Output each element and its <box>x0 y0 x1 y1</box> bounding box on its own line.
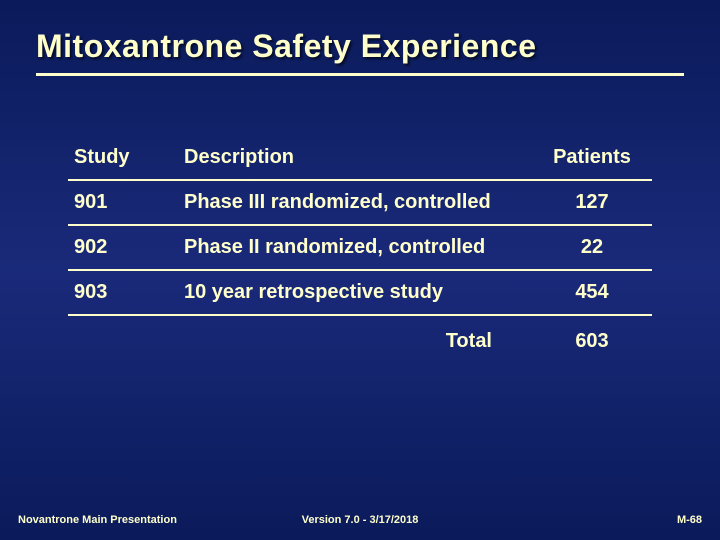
total-label: Total <box>178 315 532 363</box>
table-header-row: Study Description Patients <box>68 136 652 180</box>
cell-study: 903 <box>68 270 178 315</box>
cell-patients: 454 <box>532 270 652 315</box>
cell-description: 10 year retrospective study <box>178 270 532 315</box>
cell-description: Phase II randomized, controlled <box>178 225 532 270</box>
table-row: 902 Phase II randomized, controlled 22 <box>68 225 652 270</box>
cell-patients: 127 <box>532 180 652 225</box>
total-spacer <box>68 315 178 363</box>
total-value: 603 <box>532 315 652 363</box>
cell-study: 901 <box>68 180 178 225</box>
header-description: Description <box>178 136 532 180</box>
footer-right: M-68 <box>677 514 702 526</box>
footer-left: Novantrone Main Presentation <box>18 514 177 526</box>
study-table-wrap: Study Description Patients 901 Phase III… <box>68 136 652 363</box>
cell-patients: 22 <box>532 225 652 270</box>
table-row: 903 10 year retrospective study 454 <box>68 270 652 315</box>
cell-study: 902 <box>68 225 178 270</box>
footer-center: Version 7.0 - 3/17/2018 <box>302 514 419 526</box>
slide-title: Mitoxantrone Safety Experience <box>36 28 684 76</box>
table-total-row: Total 603 <box>68 315 652 363</box>
header-study: Study <box>68 136 178 180</box>
cell-description: Phase III randomized, controlled <box>178 180 532 225</box>
header-patients: Patients <box>532 136 652 180</box>
study-table: Study Description Patients 901 Phase III… <box>68 136 652 363</box>
slide: Mitoxantrone Safety Experience Study Des… <box>0 0 720 540</box>
slide-footer: Novantrone Main Presentation Version 7.0… <box>0 514 720 526</box>
table-row: 901 Phase III randomized, controlled 127 <box>68 180 652 225</box>
